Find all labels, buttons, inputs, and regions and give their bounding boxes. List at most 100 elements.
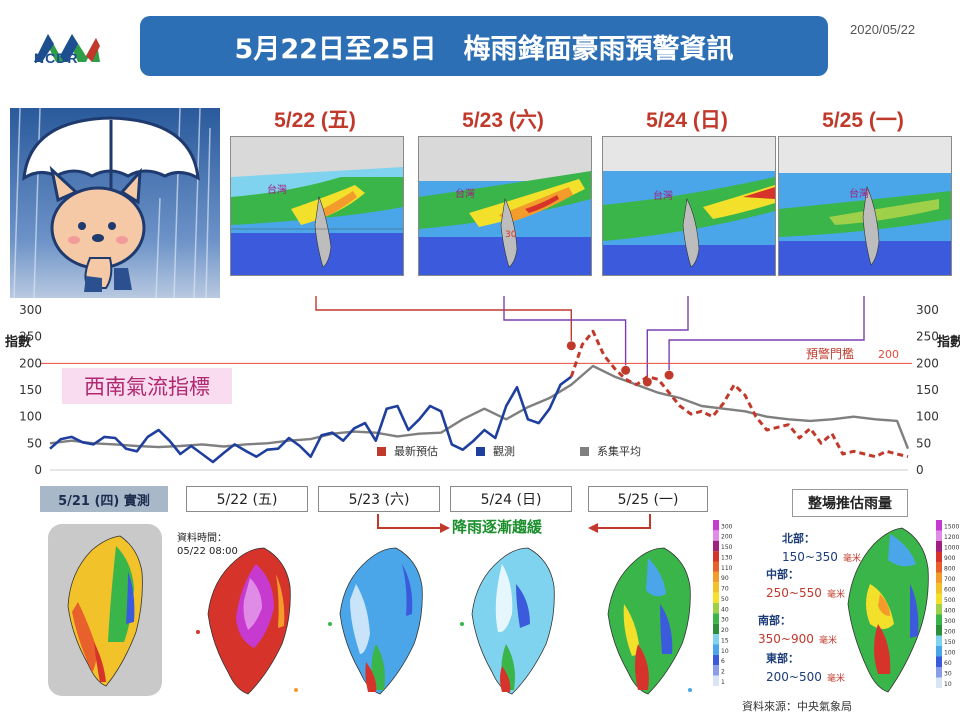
region-north: 北部： 150~350 毫米 [782,530,861,565]
colorbar-cell [713,551,719,562]
map-connector-line [668,296,865,371]
colorbar-label: 500 [944,597,956,604]
colorbar-cell [936,604,942,615]
region-central: 中部： 250~550 毫米 [766,566,845,601]
colorbar-cell [713,592,719,603]
colorbar-cell [713,571,719,583]
y-tick-label-right: 100 [916,410,939,424]
colorbar-cell [936,677,942,688]
colorbar-label: 600 [944,586,956,593]
series-observed-line [49,375,573,464]
y-axis-label-right: 指數 [937,334,960,350]
colorbar-cell [713,644,719,655]
chart-title: 西南氣流指標 [62,368,232,404]
forecast-rain-map-small-0522 [196,547,298,695]
y-axis-label-left: 指數 [5,334,31,350]
threshold-label: 預警門檻 [806,346,854,361]
colorbar-cell [936,520,942,531]
data-time-caption: 資料時間： [177,533,227,544]
colorbar-cell [936,646,942,657]
threshold-value: 200 [878,348,899,361]
forecast-rain-map-0525: 台灣 [778,136,952,276]
series-ensemble-line [49,364,910,450]
ncdr-logo-mark [34,34,100,62]
issue-date: 2020/05/22 [850,22,916,37]
forecast-marker [621,365,631,375]
map-max-label: 30 [505,230,517,240]
map-connector-line [315,296,572,341]
colorbar-label: 100 [944,649,956,656]
colorbar-cell [713,540,719,552]
legend-ensemble-swatch [580,447,589,456]
colorbar-label: 1200 [944,534,959,541]
map-taiwan-label: 台灣 [849,187,869,200]
total-rainfall-title: 整場推估雨量 [792,489,908,517]
colorbar-label: 900 [944,555,956,562]
forecast-rain-map-0524: 台灣 [602,136,776,276]
map-connector-lines [315,296,865,377]
colorbar-cell [936,635,942,646]
day-label-0523: 5/23 (六) [462,109,544,132]
y-tick-label-right: 250 [916,330,939,344]
colorbar-label: 30 [944,670,952,677]
timeline-day-0524: 5/24 (日) [450,486,572,512]
colorbar-label: 200 [721,534,733,541]
region-central-value: 250~550 毫米 [766,586,845,600]
data-source: 資料來源：中央氣象局 [742,700,852,713]
series-forecast-line [569,329,909,459]
colorbar-label: 1000 [944,544,959,551]
region-east: 東部： 200~500 毫米 [766,650,845,685]
colorbar-cell [713,520,719,531]
observed-day-label: 5/21 (四) 實測 [40,486,168,512]
colorbar-label: 6 [721,658,725,665]
colorbar-cell [713,675,719,686]
colorbar-cell [936,541,942,552]
ncdr-logo-text: NCDR [34,50,79,66]
day-label-0522: 5/22 (五) [274,109,356,132]
legend-forecast-swatch [377,447,386,456]
colorbar-cell [713,613,719,624]
region-central-name: 中部： [766,568,799,581]
colorbar-label: 300 [721,523,733,530]
colorbar-label: 2 [721,669,725,676]
y-tick-label-left: 150 [19,383,42,397]
colorbar-label: 20 [721,627,729,634]
total-rainfall-map [847,527,929,693]
page-title: 5月22日至25日 梅雨鋒面豪雨預警資訊 [140,16,828,76]
colorbar-label: 10 [944,681,952,688]
y-tick-label-left: 50 [27,436,42,450]
colorbar-label: 400 [944,607,956,614]
map-taiwan-label: 台灣 [455,187,475,200]
colorbar-cell [936,656,942,667]
colorbar-cell [936,667,942,678]
colorbar-cell [936,625,942,636]
observed-rain-map-0521 [67,535,143,687]
chart-legend: 最新預估 觀測 系集平均 [377,444,641,458]
colorbar-label: 300 [944,618,956,625]
rain-easing-label: 降雨逐漸趨緩 [452,518,543,536]
colorbar-label: 70 [721,586,729,593]
forecast-rain-map-small-0525 [607,547,692,695]
legend-ensemble-label: 系集平均 [597,444,641,458]
y-tick-label-right: 150 [916,383,939,397]
map-connector-line [646,296,689,377]
easing-arrows [377,514,651,533]
colorbar-cell [936,614,942,625]
region-east-value: 200~500 毫米 [766,670,845,684]
mascot-umbrella-illustration [10,108,220,298]
region-south-value: 350~900 毫米 [758,632,837,646]
legend-observed-swatch [476,447,485,456]
colorbar-cell [713,530,719,541]
colorbar-label: 1500 [944,523,959,530]
region-east-name: 東部： [766,652,799,665]
colorbar-cell [936,572,942,583]
y-tick-label-left: 250 [19,330,42,344]
forecast-marker [566,341,576,351]
legend-observed-label: 觀測 [493,444,515,458]
colorbar-label: 1 [721,679,725,686]
colorbar-label: 10 [721,648,729,655]
data-time: 資料時間： 05/22 08:00 [177,532,238,558]
colorbar-label: 30 [721,617,729,624]
y-tick-label-left: 300 [19,303,42,317]
